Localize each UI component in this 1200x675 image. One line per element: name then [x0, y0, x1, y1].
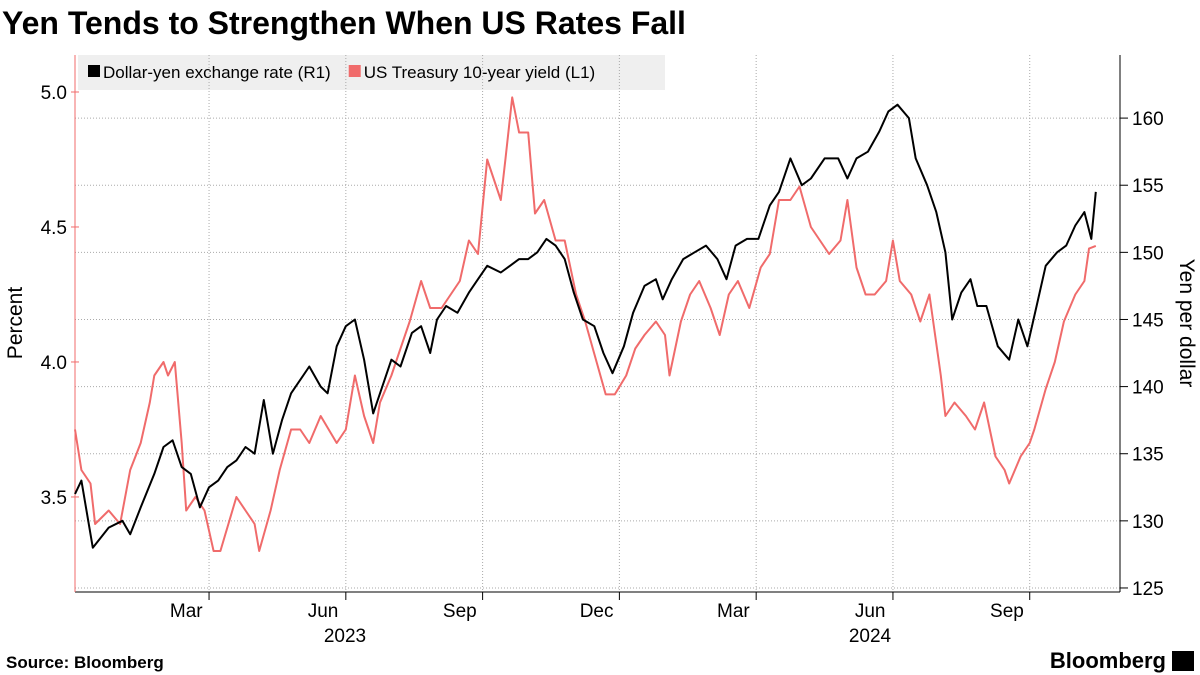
y-tick-label: 3.5 [41, 488, 67, 509]
y-tick-label: 4.5 [41, 218, 67, 239]
y-tick-label: 4.0 [41, 353, 67, 374]
y2-tick-label: 135 [1132, 445, 1164, 466]
legend-swatch [88, 65, 100, 77]
legend-label: Dollar-yen exchange rate (R1) [103, 63, 331, 82]
brand-icon [1172, 651, 1194, 671]
y2-tick-label: 145 [1132, 310, 1164, 331]
year-label: 2023 [324, 626, 366, 647]
legend-box [78, 55, 665, 90]
y2-tick-label: 150 [1132, 243, 1164, 264]
series-line [74, 96, 1097, 552]
chart-title: Yen Tends to Strengthen When US Rates Fa… [2, 5, 686, 41]
brand: Bloomberg [1050, 648, 1166, 673]
legend-swatch [348, 65, 361, 77]
x-tick-label: Jun [308, 601, 339, 622]
x-tick-label: Mar [717, 601, 750, 622]
y2-tick-label: 130 [1132, 512, 1164, 533]
source: Source: Bloomberg [6, 653, 164, 672]
y-axis-label: Percent [4, 287, 27, 360]
y2-tick-label: 155 [1132, 176, 1164, 197]
legend-label: US Treasury 10-year yield (L1) [364, 63, 595, 82]
year-label: 2024 [849, 626, 892, 647]
y2-tick-label: 125 [1132, 579, 1164, 600]
x-tick-label: Jun [855, 601, 886, 622]
x-tick-label: Sep [443, 601, 477, 622]
x-tick-label: Sep [990, 601, 1024, 622]
x-tick-label: Dec [580, 601, 614, 622]
y2-axis-label: Yen per dollar [1175, 259, 1198, 388]
y-tick-label: 5.0 [41, 83, 67, 104]
y2-tick-label: 140 [1132, 378, 1164, 399]
legend: Dollar-yen exchange rate (R1) US Treasury… [88, 63, 595, 82]
series-line [74, 103, 1097, 549]
y2-tick-label: 160 [1132, 109, 1164, 130]
x-tick-label: Mar [170, 601, 203, 622]
